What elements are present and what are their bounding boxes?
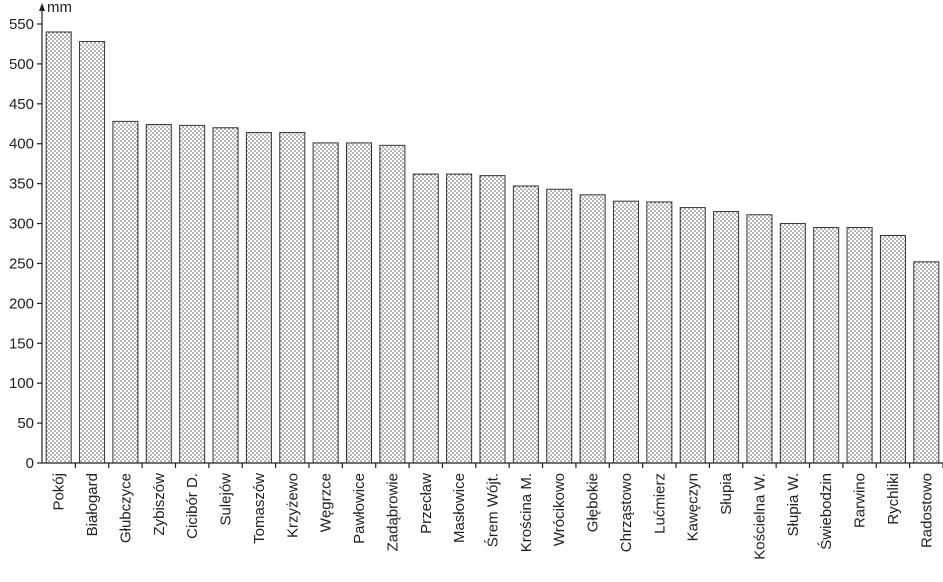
x-category-label: Kawęczyn: [685, 473, 702, 541]
bar: [312, 142, 339, 464]
x-category-label: Sulejów: [218, 473, 235, 526]
bar: [813, 227, 840, 464]
y-axis-arrow: [39, 3, 45, 11]
x-category-label: Krościna M.: [518, 473, 535, 552]
x-category-label: Śrem Wójt.: [484, 473, 502, 547]
bar: [846, 227, 873, 464]
bar: [913, 261, 940, 464]
x-category-label: Masłowice: [451, 473, 468, 543]
bar: [546, 188, 573, 464]
x-category-label: Białogard: [84, 473, 101, 536]
x-category-label: Głębokie: [585, 473, 602, 532]
y-tick-label: 250: [9, 255, 34, 272]
x-category-label: Świebodzin: [817, 473, 835, 550]
y-axis-unit-label: mm: [47, 0, 72, 16]
bar: [212, 127, 239, 464]
x-category-label: Zybiszów: [151, 473, 168, 536]
bar: [145, 124, 172, 464]
x-category-label: Pawłowice: [351, 473, 368, 544]
bars-group: [45, 31, 940, 464]
bar: [512, 185, 539, 464]
y-tick-label: 350: [9, 176, 34, 193]
y-tick-label: 0: [26, 455, 34, 472]
bar: [112, 120, 139, 464]
y-tick-label: 400: [9, 136, 34, 153]
x-category-label: Zadąbrowie: [384, 473, 401, 551]
bar: [346, 142, 373, 464]
y-tick-label: 500: [9, 56, 34, 73]
bar: [446, 173, 473, 464]
x-category-label: Pokój: [51, 473, 68, 511]
y-axis: 0 50 100 150 200 250 300 350 400 450 500 550: [9, 3, 45, 472]
bar: [279, 132, 306, 464]
bar: [746, 214, 773, 464]
bar: [679, 207, 706, 464]
x-axis: Pokój Białogard Głubczyce Zybiszów Cicibór D…: [42, 462, 943, 560]
bar: [713, 211, 740, 464]
y-tick-label: 150: [9, 335, 34, 352]
bar: [579, 194, 606, 464]
y-tick-label: 300: [9, 216, 34, 233]
y-tick-label: 200: [9, 295, 34, 312]
y-tick-label: 100: [9, 375, 34, 392]
x-category-label: Węgrzce: [318, 473, 335, 532]
y-tick-label: 50: [17, 415, 34, 432]
x-category-label: Słupia: [718, 472, 735, 514]
bar: [779, 223, 806, 464]
x-category-label: Rarwino: [852, 473, 869, 528]
x-category-label: Wrócikowo: [551, 473, 568, 546]
bar: [379, 144, 406, 464]
x-category-label: Rychliki: [885, 473, 902, 525]
x-category-label: Krzyżewo: [284, 473, 301, 538]
bar: [79, 41, 106, 464]
x-category-label: Chrząstowo: [618, 473, 635, 552]
bar: [179, 124, 206, 464]
x-category-label: Słupia W.: [785, 473, 802, 536]
x-category-label: Tomaszów: [251, 473, 268, 544]
bar: [45, 31, 72, 464]
bar: [412, 173, 439, 464]
x-category-label: Radostowo: [918, 473, 935, 548]
y-tick-label: 550: [9, 16, 34, 33]
x-category-label: Kościelna W.: [751, 473, 768, 560]
bar: [245, 132, 272, 464]
x-category-label: Przecław: [418, 473, 435, 534]
x-category-label: Cicibór D.: [184, 473, 201, 539]
bar: [612, 200, 639, 464]
x-category-label: Lućmierz: [651, 473, 668, 534]
x-category-label: Głubczyce: [117, 473, 134, 543]
bar: [479, 175, 506, 464]
y-tick-label: 450: [9, 96, 34, 113]
bar: [879, 235, 906, 464]
bar: [646, 201, 673, 464]
